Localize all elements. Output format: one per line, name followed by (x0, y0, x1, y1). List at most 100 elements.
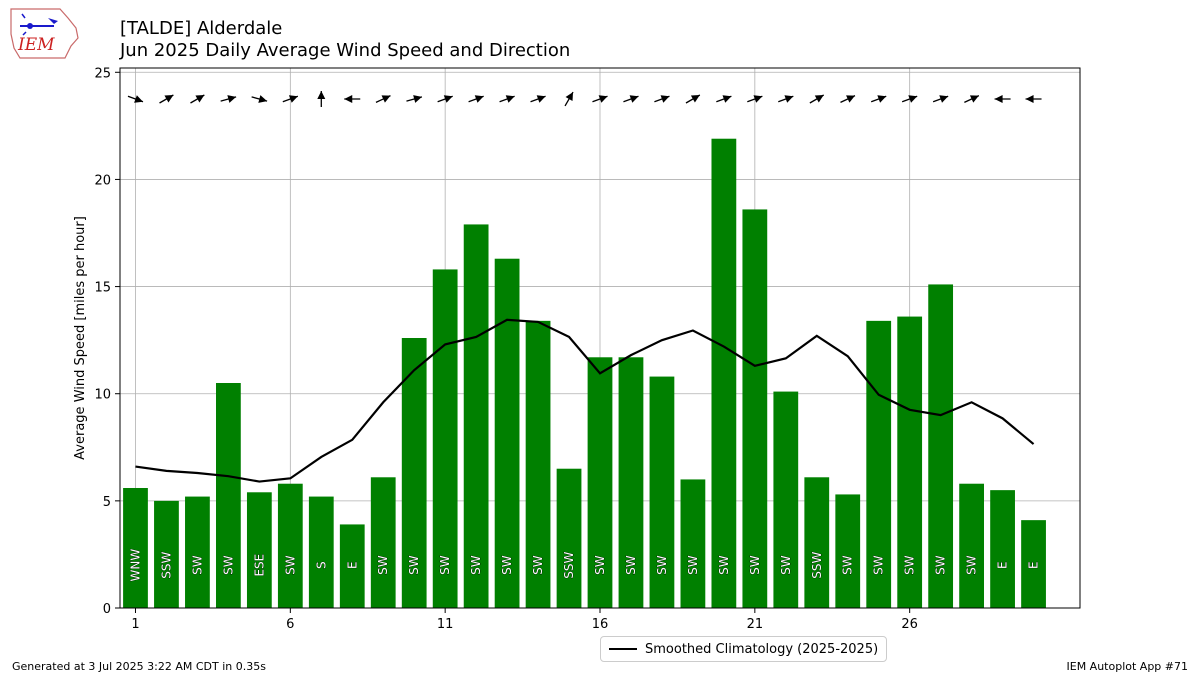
bar (587, 357, 613, 608)
direction-arrow (778, 95, 794, 103)
bar (618, 357, 644, 608)
direction-arrow (159, 94, 174, 104)
direction-labels: WNW SSW SW SW ESE SW S E SW SW SW SW SW SW SSW SW SW SW SW… (128, 548, 1041, 582)
y-tick-label: 20 (94, 173, 111, 188)
climatology-line (135, 318, 1035, 483)
direction-text: WNW (128, 549, 142, 582)
direction-text: SW (500, 555, 514, 575)
direction-text: SW (779, 555, 793, 575)
direction-arrow (282, 95, 299, 103)
direction-arrow (220, 95, 237, 103)
bar (216, 383, 241, 608)
direction-text: SSW (810, 551, 824, 578)
direction-arrow (127, 95, 144, 103)
bar (711, 138, 737, 608)
bar (928, 284, 954, 608)
bar (308, 496, 334, 608)
bar (370, 477, 396, 608)
direction-arrow (499, 95, 515, 103)
x-tick-label: 11 (437, 617, 454, 632)
direction-text: S (314, 561, 328, 569)
bar (649, 376, 675, 608)
direction-arrow (716, 95, 732, 103)
direction-text: SW (748, 555, 762, 575)
direction-text: SW (841, 555, 855, 575)
legend-label: Smoothed Climatology (2025-2025) (645, 641, 879, 657)
direction-text: SW (624, 555, 638, 575)
direction-arrow (747, 95, 763, 103)
x-tick-label: 16 (592, 617, 609, 632)
direction-arrow (406, 95, 423, 103)
direction-text: SW (934, 555, 948, 575)
direction-arrow (932, 95, 949, 103)
direction-arrow (840, 95, 856, 103)
direction-arrow (190, 94, 205, 104)
direction-text: SW (283, 555, 297, 575)
direction-text: ESE (252, 554, 266, 577)
bars-layer (123, 138, 1046, 608)
bar (990, 490, 1015, 608)
direction-text: SW (438, 555, 452, 575)
direction-arrows (127, 91, 1042, 107)
direction-arrow (964, 95, 980, 103)
bar (1021, 520, 1046, 608)
direction-text: SW (376, 555, 390, 575)
direction-text: SW (965, 555, 979, 575)
bar (432, 269, 458, 608)
app-credit: IEM Autoplot App #71 (1066, 660, 1189, 673)
direction-arrow (901, 95, 918, 103)
legend-line-swatch (609, 648, 637, 650)
direction-arrow (1025, 95, 1042, 103)
direction-arrow (623, 95, 639, 103)
bar (494, 258, 520, 608)
chart-subtitle: Jun 2025 Daily Average Wind Speed and Di… (120, 40, 571, 61)
direction-text: SW (903, 555, 917, 575)
y-tick-label: 15 (94, 281, 111, 296)
y-tick-label: 10 (94, 388, 111, 403)
bar (185, 496, 210, 608)
direction-text: SW (190, 555, 204, 575)
y-tick-label: 5 (103, 495, 111, 510)
bar (742, 209, 768, 608)
iem-logo: IEM (10, 8, 79, 59)
direction-arrow (375, 95, 391, 103)
direction-text: SW (531, 555, 545, 575)
direction-arrow (437, 95, 453, 103)
direction-text: SW (593, 555, 607, 575)
direction-text: E (345, 561, 359, 569)
x-tick-label: 21 (747, 617, 764, 632)
x-tick-label: 1 (131, 617, 139, 632)
climatology-layer (135, 318, 1035, 483)
direction-text: SW (221, 555, 235, 575)
direction-arrow (592, 95, 608, 103)
direction-text: SW (469, 555, 483, 575)
direction-arrow (468, 95, 484, 103)
bar (773, 391, 799, 608)
direction-arrow (530, 95, 546, 103)
direction-text: SSW (562, 551, 576, 578)
bar (897, 316, 923, 608)
bar (959, 483, 984, 608)
direction-arrow (564, 91, 574, 107)
bar (277, 483, 303, 608)
direction-text: SW (872, 555, 886, 575)
bar (154, 500, 179, 608)
chart-title: [TALDE] Alderdale (120, 18, 283, 39)
direction-arrow (994, 95, 1011, 103)
direction-arrow (317, 91, 326, 107)
direction-arrow (685, 94, 701, 104)
y-tick-label: 0 (103, 602, 111, 617)
bar (401, 338, 427, 608)
x-tick-label: 6 (286, 617, 294, 632)
direction-text: SW (717, 555, 731, 575)
bar (123, 488, 148, 608)
y-tick-label: 25 (94, 66, 111, 81)
direction-text: SSW (159, 551, 173, 578)
direction-arrow (809, 94, 825, 104)
bar (339, 524, 365, 608)
chart-legend: Smoothed Climatology (2025-2025) (600, 636, 888, 662)
bar (525, 320, 551, 608)
y-axis-label: Average Wind Speed [miles per hour] (73, 216, 88, 460)
